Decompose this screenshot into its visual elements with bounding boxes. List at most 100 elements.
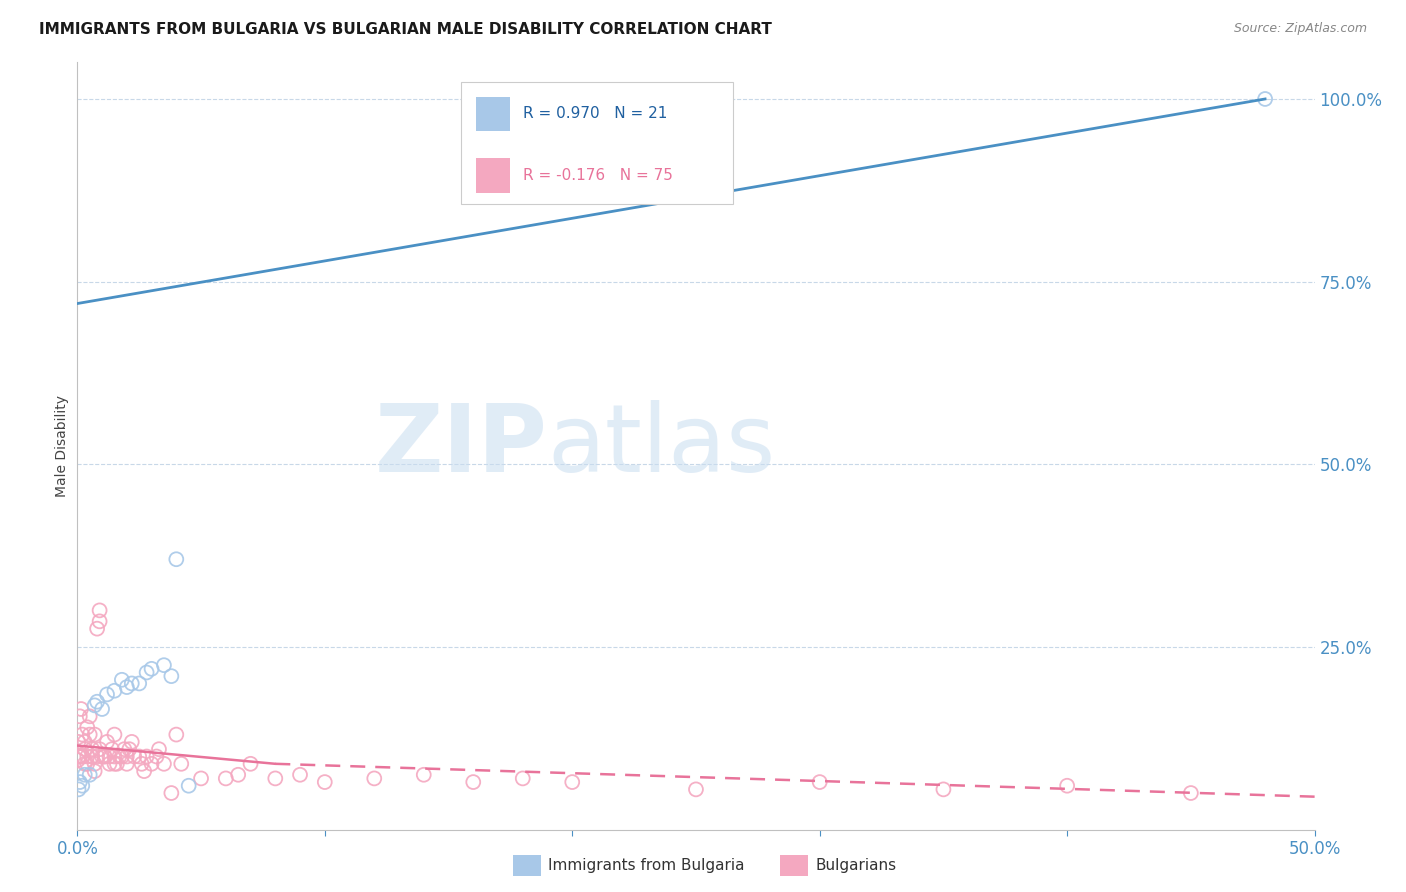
Point	[73, 756, 96, 771]
Point	[121, 735, 143, 749]
Point	[135, 749, 157, 764]
Point	[363, 772, 385, 786]
FancyBboxPatch shape	[461, 81, 733, 204]
Point	[73, 768, 96, 782]
Point	[98, 749, 121, 764]
Point	[135, 665, 157, 680]
Point	[96, 735, 118, 749]
Point	[561, 775, 583, 789]
Point	[67, 782, 90, 797]
Point	[86, 695, 108, 709]
Point	[72, 749, 94, 764]
Point	[96, 687, 118, 701]
Text: IMMIGRANTS FROM BULGARIA VS BULGARIAN MALE DISABILITY CORRELATION CHART: IMMIGRANTS FROM BULGARIA VS BULGARIAN MA…	[39, 22, 772, 37]
Point	[170, 756, 193, 771]
Point	[67, 735, 90, 749]
Point	[111, 749, 134, 764]
Point	[91, 749, 114, 764]
Point	[121, 676, 143, 690]
Point	[288, 768, 311, 782]
Point	[103, 756, 125, 771]
Point	[86, 622, 108, 636]
Point	[1056, 779, 1078, 793]
Point	[76, 720, 98, 734]
Point	[69, 749, 91, 764]
Point	[93, 749, 115, 764]
Point	[1254, 92, 1277, 106]
Point	[89, 603, 111, 617]
Text: R = 0.970   N = 21: R = 0.970 N = 21	[523, 106, 666, 121]
Point	[79, 728, 101, 742]
Point	[83, 728, 105, 742]
Point	[153, 756, 176, 771]
Point	[93, 749, 115, 764]
Text: Bulgarians: Bulgarians	[815, 858, 897, 872]
Point	[83, 756, 105, 771]
Point	[86, 749, 108, 764]
Point	[314, 775, 336, 789]
Point	[82, 749, 104, 764]
Point	[685, 782, 707, 797]
Point	[128, 749, 150, 764]
Point	[148, 742, 170, 756]
Point	[105, 756, 128, 771]
Point	[70, 702, 93, 716]
Point	[932, 782, 955, 797]
Point	[76, 749, 98, 764]
Point	[112, 742, 135, 756]
Text: ZIP: ZIP	[374, 400, 547, 492]
Point	[122, 749, 145, 764]
Point	[66, 753, 89, 767]
Point	[89, 615, 111, 629]
Point	[76, 756, 98, 771]
Point	[111, 673, 134, 687]
Point	[72, 749, 94, 764]
Point	[103, 749, 125, 764]
Point	[145, 749, 167, 764]
Text: atlas: atlas	[547, 400, 776, 492]
Point	[463, 775, 485, 789]
Bar	[475, 159, 510, 193]
Point	[67, 749, 90, 764]
Point	[160, 669, 183, 683]
Point	[69, 775, 91, 789]
Point	[72, 728, 94, 742]
Text: R = -0.176   N = 75: R = -0.176 N = 75	[523, 168, 672, 183]
Point	[128, 676, 150, 690]
Point	[215, 772, 238, 786]
Text: Immigrants from Bulgaria: Immigrants from Bulgaria	[548, 858, 745, 872]
Point	[1180, 786, 1202, 800]
Y-axis label: Male Disability: Male Disability	[55, 395, 69, 497]
Point	[83, 764, 105, 778]
Point	[115, 756, 138, 771]
Point	[72, 779, 94, 793]
Point	[808, 775, 831, 789]
Point	[141, 662, 163, 676]
Point	[165, 728, 187, 742]
Point	[79, 709, 101, 723]
Text: Source: ZipAtlas.com: Source: ZipAtlas.com	[1233, 22, 1367, 36]
Point	[82, 749, 104, 764]
Point	[103, 728, 125, 742]
Bar	[475, 97, 510, 131]
Point	[412, 768, 434, 782]
Point	[82, 742, 104, 756]
Point	[89, 742, 111, 756]
Point	[69, 709, 91, 723]
Point	[83, 698, 105, 713]
Point	[101, 742, 124, 756]
Point	[73, 742, 96, 756]
Point	[79, 768, 101, 782]
Point	[512, 772, 534, 786]
Point	[73, 735, 96, 749]
Point	[226, 768, 249, 782]
Point	[141, 756, 163, 771]
Point	[153, 658, 176, 673]
Point	[239, 756, 262, 771]
Point	[115, 680, 138, 694]
Point	[118, 742, 141, 756]
Point	[134, 764, 156, 778]
Point	[131, 756, 153, 771]
Point	[98, 756, 121, 771]
Point	[115, 749, 138, 764]
